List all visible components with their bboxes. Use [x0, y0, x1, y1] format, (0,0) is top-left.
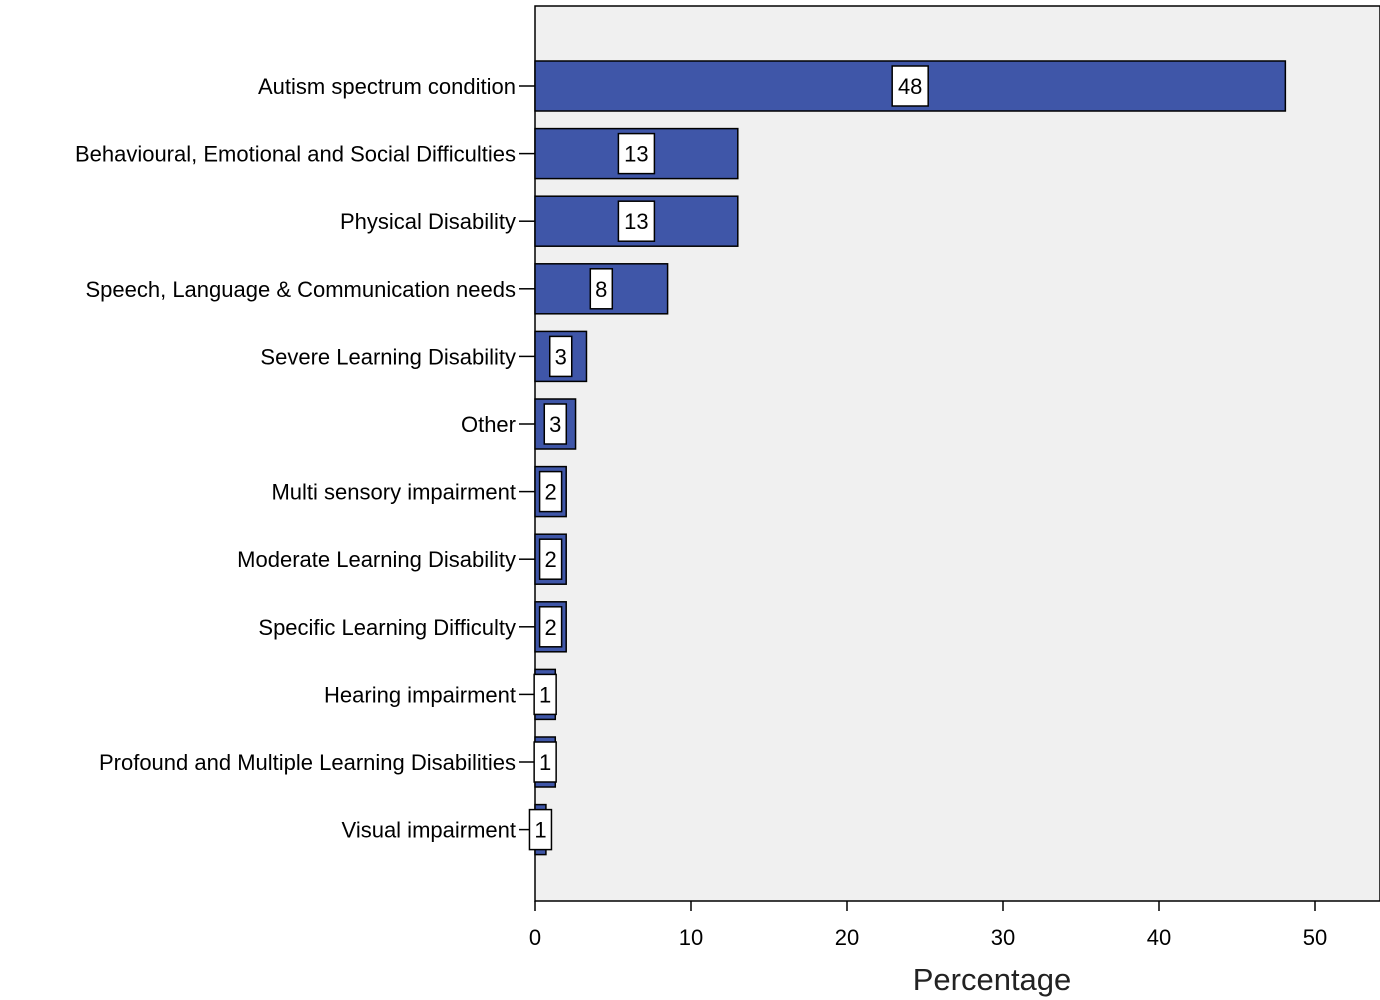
- data-label-1: 13: [624, 142, 648, 167]
- data-label-box-5: [543, 403, 568, 445]
- x-tick-label-2: 20: [835, 925, 859, 950]
- data-label-box-8: [538, 606, 563, 648]
- data-label-box-6: [538, 470, 563, 513]
- category-label-7: Moderate Learning Disability: [237, 547, 516, 572]
- x-tick-label-0: 0: [529, 925, 541, 950]
- category-label-1: Behavioural, Emotional and Social Diffic…: [75, 142, 516, 167]
- data-label-4: 3: [555, 344, 567, 369]
- data-label-0: 48: [898, 74, 922, 99]
- data-label-2: 13: [624, 209, 648, 234]
- data-label-box-9: [533, 673, 557, 716]
- data-label-5: 3: [549, 412, 561, 437]
- category-label-9: Hearing impairment: [324, 682, 516, 707]
- data-label-box-3: [589, 268, 614, 310]
- category-label-0: Autism spectrum condition: [258, 74, 516, 99]
- category-label-2: Physical Disability: [340, 209, 516, 234]
- x-axis-title: Percentage: [913, 962, 1072, 997]
- data-label-box-7: [538, 538, 563, 580]
- data-label-8: 2: [544, 615, 556, 640]
- category-label-4: Severe Learning Disability: [260, 344, 516, 369]
- x-tick-label-4: 40: [1147, 925, 1171, 950]
- x-tick-label-5: 50: [1303, 925, 1327, 950]
- category-label-3: Speech, Language & Communication needs: [85, 277, 516, 302]
- data-label-7: 2: [544, 547, 556, 572]
- data-label-box-0: [891, 65, 929, 107]
- x-tick-label-1: 10: [679, 925, 703, 950]
- data-label-box-2: [617, 200, 656, 242]
- category-label-8: Specific Learning Difficulty: [258, 615, 516, 640]
- category-label-5: Other: [461, 412, 516, 437]
- data-label-box-10: [533, 741, 557, 783]
- category-label-6: Multi sensory impairment: [271, 480, 516, 505]
- data-label-6: 2: [544, 480, 556, 505]
- x-tick-label-3: 30: [991, 925, 1015, 950]
- category-label-11: Visual impairment: [342, 818, 516, 843]
- data-label-10: 1: [539, 750, 551, 775]
- data-label-11: 1: [534, 818, 546, 843]
- category-label-10: Profound and Multiple Learning Disabilit…: [99, 750, 516, 775]
- data-label-box-11: [528, 808, 553, 851]
- data-label-box-1: [617, 132, 656, 175]
- data-label-9: 1: [539, 682, 551, 707]
- data-label-3: 8: [595, 277, 607, 302]
- data-label-box-4: [548, 335, 573, 378]
